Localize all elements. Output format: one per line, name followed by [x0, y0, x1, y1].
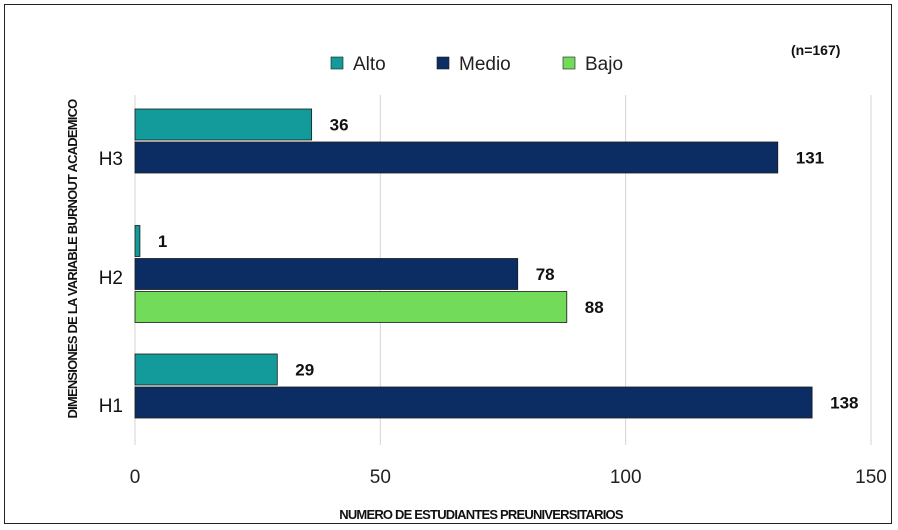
data-label: 88	[585, 298, 604, 317]
legend-swatch	[436, 56, 450, 70]
x-tick-label: 0	[130, 467, 141, 488]
legend-swatch	[562, 56, 576, 70]
category-label: H2	[99, 268, 123, 289]
bars	[134, 108, 813, 419]
bar-h3-alto	[134, 108, 313, 141]
data-label: 78	[536, 265, 555, 284]
x-tick-label: 50	[370, 467, 391, 488]
data-labels: 36 131 1 78 88 29 138	[158, 116, 859, 413]
bar-h2-bajo	[134, 291, 568, 323]
bar-h1-alto	[134, 353, 278, 386]
category-label: H3	[99, 149, 123, 170]
x-axis-title: NUMERO DE ESTUDIANTES PREUNIVERSITARIOS	[339, 507, 624, 522]
chart-frame: 36 131 1 78 88 29 138 0 50 100 150 H3 H2 H1 Alto Med…	[4, 4, 892, 524]
legend-label: Medio	[459, 54, 511, 75]
legend-label: Alto	[353, 54, 386, 75]
data-label: 29	[295, 361, 314, 380]
bar-chart: 36 131 1 78 88 29 138 0 50 100 150 H3 H2 H1 Alto Med…	[65, 42, 887, 522]
data-label: 1	[158, 232, 167, 251]
data-label: 131	[796, 149, 824, 168]
bar-h3-medio	[134, 141, 779, 174]
x-tick-label: 100	[610, 467, 642, 488]
sample-size-note: (n=167)	[791, 42, 840, 58]
bar-h2-alto	[134, 225, 141, 257]
legend: Alto Medio Bajo	[330, 54, 623, 75]
x-tick-labels: 0 50 100 150	[130, 467, 887, 488]
category-label: H1	[99, 396, 123, 417]
bar-h1-medio	[134, 386, 813, 419]
bar-h2-medio	[134, 258, 519, 290]
legend-label: Bajo	[585, 54, 623, 75]
data-label: 36	[330, 116, 349, 135]
category-labels: H3 H2 H1	[99, 149, 123, 417]
x-tick-label: 150	[855, 467, 887, 488]
legend-swatch	[330, 56, 344, 70]
data-label: 138	[830, 394, 858, 413]
y-axis-title: DIMENSIONES DE LA VARIABLE BURNOUT ACADE…	[65, 99, 80, 419]
